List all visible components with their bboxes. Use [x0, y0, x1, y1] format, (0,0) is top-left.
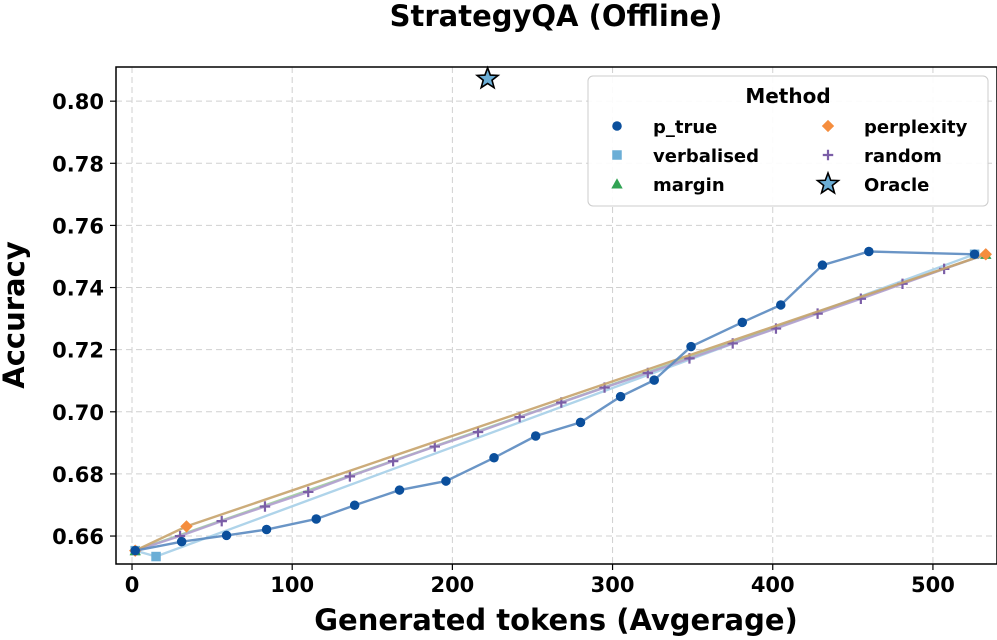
x-tick-label: 300	[591, 573, 635, 597]
x-tick-label: 500	[911, 573, 955, 597]
data-point	[474, 65, 501, 90]
x-tick-label: 200	[430, 573, 474, 597]
data-point	[302, 486, 314, 498]
x-axis-label: Generated tokens (Avgerage)	[314, 603, 798, 637]
data-point	[394, 485, 405, 495]
x-tick-label: 100	[270, 573, 314, 597]
legend-entry-perplexity: perplexity	[821, 117, 968, 138]
data-point	[575, 417, 586, 428]
series-random	[129, 249, 992, 556]
data-point	[216, 515, 227, 527]
data-point	[472, 426, 484, 438]
legend-label: p_true	[653, 117, 717, 138]
data-point	[969, 249, 980, 260]
data-point	[130, 545, 140, 556]
data-point	[259, 501, 271, 512]
legend-entry-random: random	[822, 146, 942, 167]
legend-marker	[612, 150, 622, 160]
y-tick-label: 0.76	[52, 214, 104, 238]
data-point	[686, 341, 696, 352]
chart-title: StrategyQA (Offline)	[390, 0, 723, 33]
y-axis-label: Accuracy	[0, 241, 31, 389]
data-point	[344, 471, 356, 482]
data-point	[311, 514, 321, 524]
data-point	[261, 524, 272, 535]
y-tick-label: 0.66	[52, 525, 104, 549]
data-point	[530, 431, 541, 441]
data-point	[737, 317, 748, 328]
legend-label: random	[864, 146, 942, 167]
x-tick-label: 400	[751, 573, 795, 597]
plot-frame	[115, 66, 997, 565]
x-tick-label: 0	[125, 573, 140, 597]
data-point	[649, 375, 659, 385]
data-point	[489, 453, 499, 463]
data-point	[441, 476, 451, 486]
data-point	[864, 246, 874, 257]
x-axis-ticks: 0 100 200 300 400 500	[125, 564, 955, 597]
data-point	[180, 520, 193, 533]
legend-label: margin	[653, 175, 725, 196]
data-point	[776, 300, 786, 310]
data-point	[221, 530, 232, 541]
data-point	[176, 536, 187, 547]
data-point	[349, 500, 360, 511]
y-tick-label: 0.74	[52, 277, 104, 301]
legend-items: p_true perplexity verbalised random margin Or…	[611, 117, 968, 196]
legend: Method p_true perplexity verbalised random m…	[587, 75, 989, 207]
legend-entry-p-true: p_true	[612, 117, 717, 138]
series-p-true	[130, 246, 980, 556]
data-point	[817, 260, 828, 270]
legend-entry-verbalised: verbalised	[612, 146, 759, 167]
y-tick-label: 0.72	[52, 339, 104, 363]
legend-marker	[821, 119, 835, 133]
legend-entry-margin: margin	[611, 175, 725, 196]
series-oracle	[474, 65, 501, 90]
y-tick-label: 0.78	[52, 152, 104, 176]
legend-marker	[611, 178, 623, 189]
y-axis-ticks: 0.66 0.68 0.70 0.72 0.74 0.76 0.78 0.80	[52, 90, 116, 549]
data-point	[979, 248, 992, 261]
legend-label: perplexity	[864, 117, 968, 138]
data-point	[615, 391, 626, 402]
legend-marker	[822, 149, 834, 161]
y-tick-label: 0.68	[52, 463, 104, 487]
y-tick-label: 0.70	[52, 401, 104, 425]
legend-marker	[612, 121, 622, 131]
legend-box	[587, 75, 989, 207]
legend-marker	[815, 170, 841, 195]
data-point	[151, 551, 161, 562]
legend-entry-oracle: Oracle	[815, 170, 929, 196]
legend-label: Oracle	[864, 175, 929, 196]
data-point	[387, 455, 399, 467]
plot-series	[129, 65, 992, 562]
legend-title: Method	[745, 84, 830, 108]
legend-label: verbalised	[653, 146, 759, 167]
y-tick-label: 0.80	[52, 90, 104, 114]
